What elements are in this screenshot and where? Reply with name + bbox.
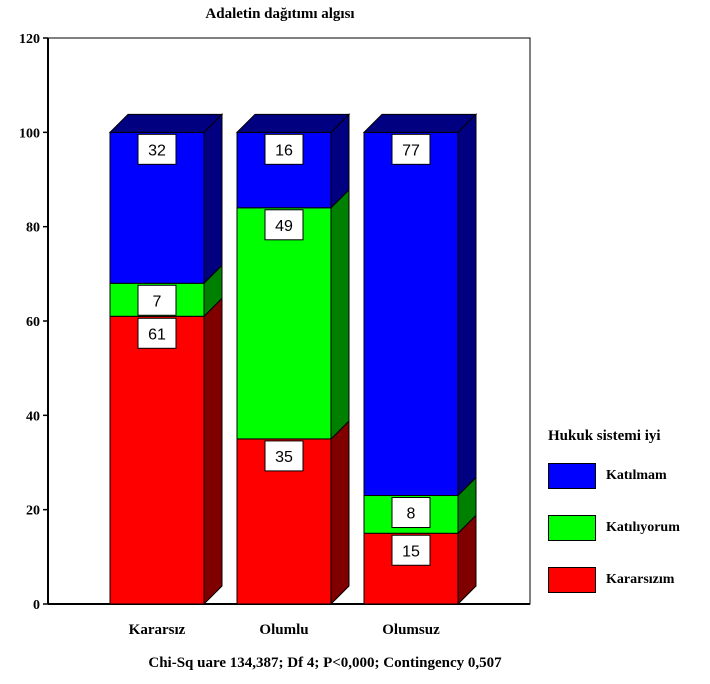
legend: Hukuk sistemi iyi Katılmam Katılıyorum K…: [548, 428, 708, 617]
data-label-box: [264, 209, 304, 241]
legend-swatch-kararsizim: [548, 567, 596, 593]
legend-swatch-katiliyorum: [548, 515, 596, 541]
statistics-footer: Chi-Sq uare 134,387; Df 4; P<0,000; Cont…: [148, 655, 502, 671]
data-label-box: [137, 284, 177, 316]
legend-label-kararsizim: Kararsızım: [606, 572, 675, 587]
data-label-box: [391, 133, 431, 165]
bar-segment: [236, 207, 332, 440]
legend-item-katilmam: Katılmam: [548, 461, 708, 491]
y-tick-label: 80: [26, 221, 40, 236]
y-tick-label: 0: [33, 598, 40, 613]
bar-top-face: [108, 113, 224, 133]
bar-segment-side: [330, 419, 350, 606]
data-label: 61: [148, 326, 166, 343]
category-label: Olumlu: [259, 622, 308, 638]
legend-item-kararsizim: Kararsızım: [548, 565, 708, 595]
bar-segment-side: [203, 113, 223, 285]
data-label: 15: [402, 543, 420, 560]
data-label-box: [137, 133, 177, 165]
legend-label-katiliyorum: Katılıyorum: [606, 520, 680, 535]
data-label: 49: [275, 218, 293, 235]
data-label-box: [137, 317, 177, 349]
data-label: 8: [407, 506, 416, 523]
legend-label-katilmam: Katılmam: [606, 468, 667, 483]
bar-segment: [109, 315, 205, 605]
y-tick-label: 120: [19, 32, 40, 47]
category-label: Kararsız: [129, 622, 186, 638]
y-tick-label: 20: [26, 504, 40, 519]
bar-segment: [363, 131, 459, 497]
data-label: 16: [275, 142, 293, 159]
data-label-box: [391, 534, 431, 566]
data-label-box: [264, 133, 304, 165]
data-label-box: [391, 497, 431, 529]
y-tick-label: 60: [26, 315, 40, 330]
chart-title: Adaletin dağıtımı algısı: [205, 6, 355, 22]
y-tick-label: 40: [26, 409, 40, 424]
legend-item-katiliyorum: Katılıyorum: [548, 513, 708, 543]
bar-segment-side: [330, 188, 350, 441]
data-label: 35: [275, 449, 293, 466]
legend-title: Hukuk sistemi iyi: [548, 428, 661, 444]
category-label: Olumsuz: [382, 622, 440, 638]
bar-top-face: [362, 113, 478, 133]
data-label: 32: [148, 142, 166, 159]
data-label: 77: [402, 142, 420, 159]
bar-top-face: [235, 113, 351, 133]
data-label-box: [264, 440, 304, 472]
legend-swatch-katilmam: [548, 463, 596, 489]
y-tick-label: 100: [19, 126, 40, 141]
data-label: 7: [153, 293, 162, 310]
bar-segment-side: [457, 113, 477, 497]
bar-segment-side: [203, 297, 223, 606]
